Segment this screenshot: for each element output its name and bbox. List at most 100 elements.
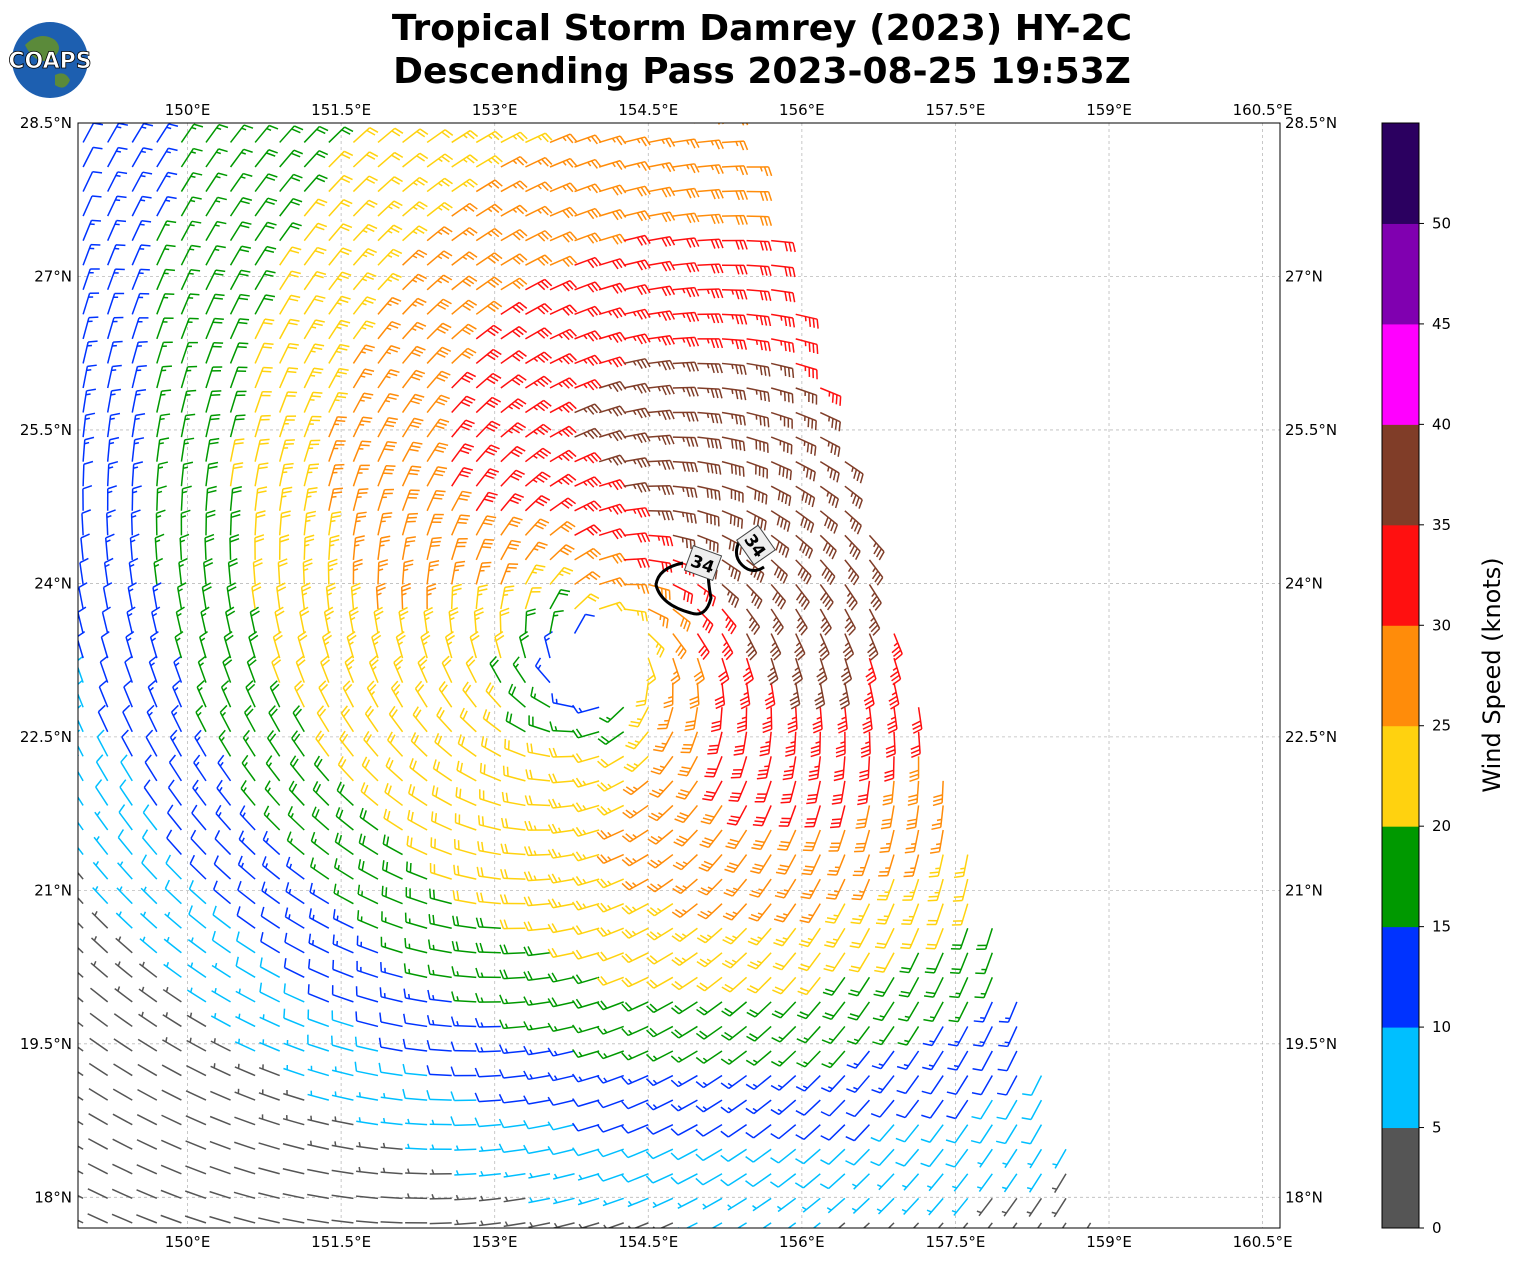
- wind-barb: [333, 883, 354, 905]
- colorbar-label: Wind Speed (knots): [1478, 557, 1506, 792]
- wind-barb: [234, 1116, 256, 1126]
- wind-barb: [574, 427, 602, 440]
- wind-barb: [623, 482, 651, 493]
- colorbar-segment: [1382, 1127, 1419, 1229]
- wind-barb: [657, 707, 674, 730]
- wind-barb: [243, 704, 256, 733]
- wind-barb: [254, 270, 276, 291]
- wind-barb: [209, 1140, 231, 1150]
- wind-barb: [161, 1089, 182, 1101]
- wind-barb: [778, 805, 797, 827]
- wind-barb: [721, 952, 748, 969]
- wind-barb: [770, 338, 795, 353]
- wind-barb: [106, 292, 125, 315]
- wind-barb: [331, 1116, 354, 1126]
- wind-barb: [196, 680, 207, 708]
- lon-tick-label-bottom: 151.5°E: [311, 1233, 371, 1251]
- wind-barb: [722, 903, 748, 921]
- wind-barb: [730, 756, 748, 779]
- wind-barb: [819, 608, 832, 636]
- wind-barb: [138, 961, 158, 978]
- wind-barb: [96, 729, 109, 757]
- wind-barb: [498, 1069, 526, 1079]
- wind-barb: [897, 1026, 920, 1046]
- wind-barb: [234, 1088, 256, 1101]
- wind-barb: [237, 880, 256, 905]
- wind-barb: [107, 146, 128, 168]
- wind-barb: [621, 1173, 649, 1183]
- wind-barb: [473, 607, 484, 634]
- wind-barb: [548, 798, 575, 809]
- wind-barb: [475, 515, 497, 536]
- wind-barb: [874, 952, 895, 973]
- wind-barb: [138, 1011, 158, 1028]
- wind-barb: [543, 631, 553, 659]
- wind-barb: [377, 488, 395, 511]
- wind-barb: [574, 354, 602, 367]
- wind-barb: [596, 1025, 624, 1035]
- wind-barb: [259, 957, 281, 978]
- wind-barb: [819, 436, 841, 457]
- wind-barb: [271, 655, 282, 683]
- wind-barb: [721, 436, 746, 452]
- wind-barb: [352, 296, 377, 315]
- wind-barb: [523, 896, 551, 907]
- wind-barb: [696, 633, 710, 660]
- wind-barb: [703, 1222, 723, 1228]
- wind-barb: [364, 705, 379, 733]
- wind-barb: [478, 1146, 501, 1152]
- wind-barb: [330, 1035, 354, 1052]
- wind-barb: [78, 704, 84, 733]
- wind-barb: [598, 331, 627, 343]
- wind-barb: [672, 286, 700, 298]
- wind-barb: [220, 680, 232, 708]
- wind-barb: [525, 109, 551, 118]
- wind-barb: [623, 532, 651, 543]
- wind-barb: [721, 362, 747, 376]
- wind-barb: [404, 937, 428, 954]
- wind-barb: [900, 927, 920, 950]
- wind-barb: [144, 754, 158, 782]
- wind-barb: [596, 1123, 624, 1133]
- lat-tick-label-left: 22.5°N: [20, 728, 72, 746]
- wind-barb: [901, 903, 920, 925]
- wind-barb: [524, 423, 552, 438]
- wind-barb: [313, 755, 330, 782]
- wind-barb: [185, 1115, 207, 1126]
- wind-barb: [288, 780, 305, 806]
- wind-barb: [771, 1025, 797, 1043]
- wind-barb: [812, 1222, 821, 1228]
- wind-barb: [328, 319, 351, 340]
- wind-barb: [381, 885, 403, 905]
- wind-barb: [1086, 1222, 1092, 1228]
- wind-barb: [499, 994, 526, 1005]
- wind-barb: [426, 226, 453, 242]
- wind-barb: [328, 295, 351, 315]
- wind-barb: [500, 445, 526, 463]
- wind-barb: [598, 135, 627, 146]
- wind-barb: [454, 813, 477, 831]
- wind-barb: [795, 1124, 821, 1141]
- wind-barb: [767, 657, 779, 686]
- wind-barb: [524, 564, 546, 585]
- wind-barb: [106, 268, 125, 291]
- wind-barb: [318, 680, 330, 708]
- wind-barb: [380, 1117, 403, 1126]
- wind-barb: [844, 461, 864, 484]
- wind-barb: [547, 1096, 575, 1106]
- wind-barb: [378, 1062, 403, 1077]
- wind-barb: [1026, 1173, 1043, 1193]
- wind-barb: [525, 230, 553, 242]
- wind-barb: [672, 212, 700, 224]
- wind-barb: [848, 976, 871, 997]
- wind-barb: [352, 392, 374, 413]
- wind-barb: [976, 927, 994, 951]
- wind-barb: [307, 1193, 329, 1200]
- wind-barb: [574, 452, 602, 464]
- wind-barb: [672, 262, 700, 273]
- colorbar-segment: [1382, 524, 1419, 626]
- wind-barb: [233, 1191, 256, 1200]
- wind-barb: [523, 921, 551, 932]
- wind-barb: [152, 582, 162, 610]
- wind-barb: [295, 655, 306, 683]
